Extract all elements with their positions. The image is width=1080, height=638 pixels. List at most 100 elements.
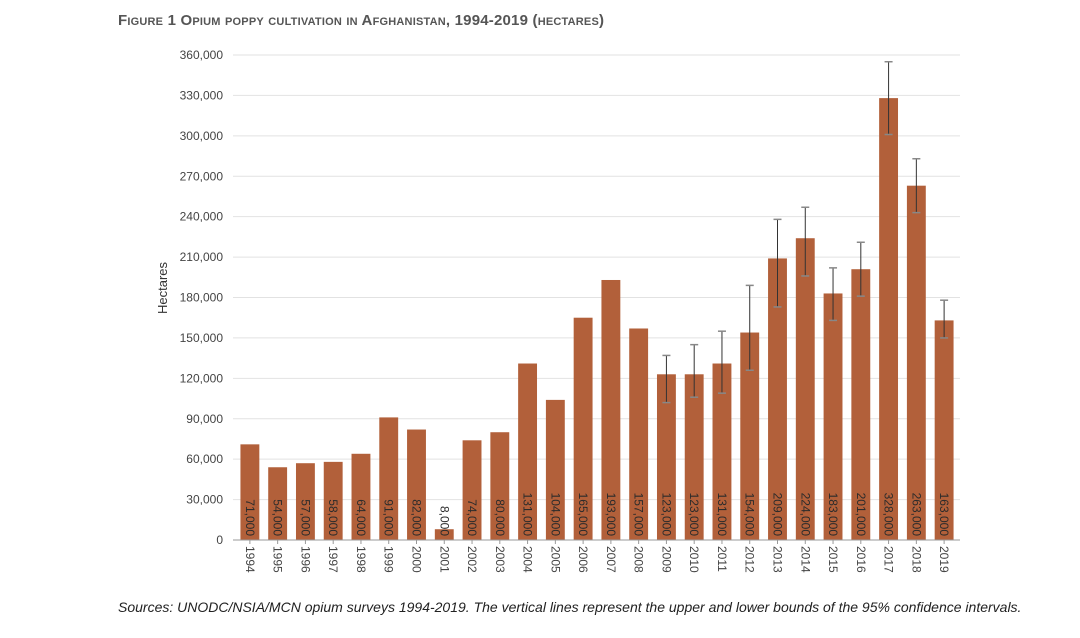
- bar-value-label-2009: 123,000: [659, 493, 673, 537]
- x-tick-label-2005: 2005: [548, 546, 562, 573]
- bar-2003: [490, 432, 510, 540]
- bar-value-labels: 71,000 54,000 57,000 58,000 64,000 91,000 82,0…: [243, 493, 951, 537]
- x-tick-label-2006: 2006: [576, 546, 590, 573]
- y-tick-label: 60,000: [186, 452, 223, 466]
- x-tick-label-2010: 2010: [687, 546, 701, 573]
- bar-value-label-2008: 157,000: [632, 493, 646, 537]
- x-tick-label-2009: 2009: [659, 546, 673, 573]
- bar-value-label-2016: 201,000: [854, 493, 868, 537]
- y-tick-label: 330,000: [180, 88, 224, 102]
- bar-chart: 0 30,000 60,000 90,000 120,000 150,000 180,000…: [155, 48, 960, 573]
- bar-2015: [823, 293, 843, 540]
- x-tick-label-2007: 2007: [604, 546, 618, 573]
- bar-value-label-2011: 131,000: [715, 493, 729, 537]
- bar-value-label-2019: 163,000: [937, 493, 951, 537]
- bar-value-label-2010: 123,000: [687, 493, 701, 537]
- y-tick-label: 90,000: [186, 412, 223, 426]
- bar-2016: [851, 269, 871, 540]
- x-axis-ticks: 1994 1995 1996 1997 1998 1999 2000 2001 2002 2003…: [243, 540, 951, 573]
- bar-value-label-1997: 58,000: [326, 499, 340, 536]
- x-tick-label-2018: 2018: [909, 546, 923, 573]
- bar-value-label-2018: 263,000: [909, 493, 923, 537]
- bar-2007: [601, 279, 621, 540]
- bar-2018: [906, 185, 926, 541]
- bar-2005: [545, 399, 565, 540]
- bar-value-label-2015: 183,000: [826, 493, 840, 537]
- source-note: Sources: UNODC/NSIA/MCN opium surveys 19…: [118, 599, 1022, 615]
- bar-2008: [629, 328, 649, 540]
- y-tick-label: 300,000: [180, 129, 224, 143]
- bar-2014: [795, 238, 815, 540]
- bar-2017: [879, 98, 899, 540]
- x-tick-label-2000: 2000: [410, 546, 424, 573]
- bar-1995: [268, 467, 288, 540]
- bar-1997: [323, 461, 343, 540]
- y-axis-label: Hectares: [155, 261, 170, 314]
- bar-1998: [351, 453, 371, 540]
- bar-2013: [768, 258, 787, 540]
- x-tick-label-2011: 2011: [715, 546, 729, 572]
- bar-value-label-2000: 82,000: [410, 499, 424, 536]
- bar-value-label-2012: 154,000: [743, 493, 757, 537]
- bar-2012: [740, 332, 760, 540]
- x-tick-label-1995: 1995: [271, 546, 285, 573]
- bar-value-label-2017: 328,000: [882, 493, 896, 537]
- bar-value-label-1996: 57,000: [298, 499, 312, 536]
- x-tick-label-2016: 2016: [854, 546, 868, 573]
- y-tick-label: 240,000: [180, 210, 224, 224]
- x-tick-label-1994: 1994: [243, 546, 257, 573]
- gridlines: [233, 54, 960, 501]
- bar-value-label-1994: 71,000: [243, 499, 257, 536]
- bar-value-label-2005: 104,000: [548, 493, 562, 537]
- bar-value-label-2006: 165,000: [576, 493, 590, 537]
- y-tick-label: 360,000: [180, 48, 224, 62]
- figure-title: Figure 1 Opium poppy cultivation in Afgh…: [118, 12, 605, 29]
- bar-2000: [407, 429, 426, 540]
- x-tick-label-1997: 1997: [326, 546, 340, 573]
- x-tick-label-1998: 1998: [354, 546, 368, 573]
- bar-value-label-2002: 74,000: [465, 499, 479, 536]
- x-tick-label-2002: 2002: [465, 546, 479, 573]
- bar-value-label-1995: 54,000: [271, 499, 285, 536]
- bar-2006: [573, 317, 593, 540]
- bar-value-label-2004: 131,000: [521, 493, 535, 537]
- x-tick-label-2017: 2017: [882, 546, 896, 573]
- bar-2010: [684, 374, 704, 540]
- bar-2009: [656, 374, 676, 540]
- x-tick-label-2019: 2019: [937, 546, 951, 573]
- y-axis-ticks: 0 30,000 60,000 90,000 120,000 150,000 180,000…: [180, 48, 224, 547]
- y-tick-label: 30,000: [186, 493, 223, 507]
- error-bars: [662, 60, 949, 404]
- y-tick-label: 0: [216, 533, 223, 547]
- bar-2019: [934, 320, 954, 540]
- bar-value-label-2001: 8,000: [437, 506, 451, 536]
- y-tick-label: 210,000: [180, 250, 224, 264]
- bar-value-label-1999: 91,000: [382, 499, 396, 536]
- bar-1994: [240, 444, 260, 540]
- bars: [240, 98, 954, 541]
- x-tick-label-1996: 1996: [298, 546, 312, 573]
- y-tick-label: 270,000: [180, 169, 224, 183]
- x-tick-label-2015: 2015: [826, 546, 840, 573]
- bar-value-label-1998: 64,000: [354, 499, 368, 536]
- bar-value-label-2003: 80,000: [493, 499, 507, 536]
- bar-value-label-2014: 224,000: [798, 493, 812, 537]
- x-tick-label-2012: 2012: [743, 546, 757, 573]
- y-tick-label: 120,000: [180, 371, 224, 385]
- bar-2004: [518, 363, 538, 540]
- x-tick-label-2004: 2004: [521, 546, 535, 573]
- bar-1996: [295, 463, 315, 540]
- bar-2011: [712, 363, 732, 540]
- bar-value-label-2007: 193,000: [604, 493, 618, 537]
- x-tick-label-1999: 1999: [382, 546, 396, 573]
- x-tick-label-2014: 2014: [798, 546, 812, 573]
- x-tick-label-2008: 2008: [632, 546, 646, 573]
- x-tick-label-2003: 2003: [493, 546, 507, 573]
- bar-1999: [379, 417, 399, 540]
- bar-value-label-2013: 209,000: [771, 493, 785, 537]
- y-tick-label: 180,000: [180, 291, 224, 305]
- x-tick-label-2013: 2013: [771, 546, 785, 573]
- y-tick-label: 150,000: [180, 331, 224, 345]
- x-tick-label-2001: 2001: [437, 546, 451, 573]
- bar-2001: [434, 529, 454, 540]
